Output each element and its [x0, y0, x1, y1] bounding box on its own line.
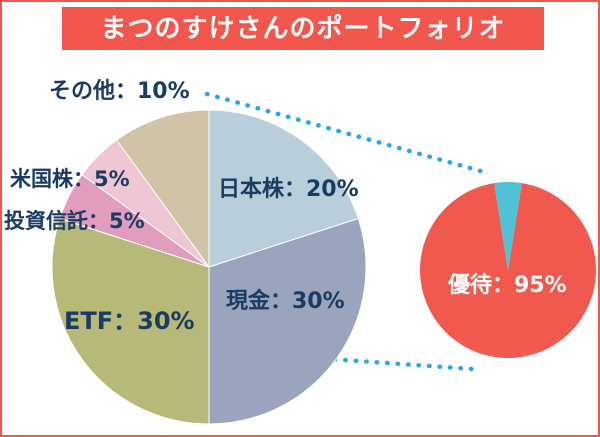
pie-slice-cash — [208, 217, 367, 425]
label-us-stocks: 米国株：5% — [10, 167, 130, 191]
title-banner: まつのすけさんのポートフォリオ — [62, 7, 544, 50]
label-investment-trust: 投資信託：5% — [4, 209, 145, 233]
label-cash: 現金：30% — [226, 289, 345, 314]
pie-slice-others — [116, 109, 210, 269]
label-etf: ETF：30% — [64, 307, 195, 335]
page-title: まつのすけさんのポートフォリオ — [100, 13, 506, 44]
label-others: その他：10% — [49, 79, 190, 104]
label-benefit: 優待：95% — [448, 273, 567, 298]
main-pie-chart — [51, 109, 367, 425]
zoom-link-line-top — [204, 91, 487, 175]
pie-slice-etf — [51, 217, 210, 425]
pie-slice-benefit-other — [494, 182, 522, 270]
zoom-pie-chart — [420, 182, 596, 359]
pie-slice-benefit — [420, 183, 596, 359]
pie-slice-japan-stocks — [208, 109, 359, 268]
label-japan-stocks: 日本株：20% — [218, 177, 359, 202]
